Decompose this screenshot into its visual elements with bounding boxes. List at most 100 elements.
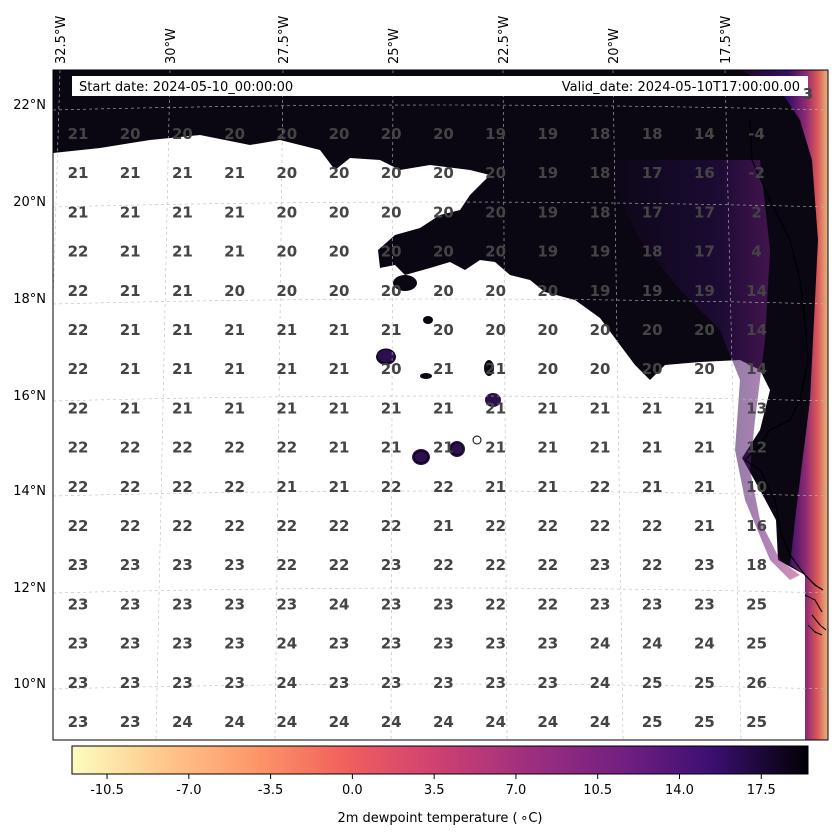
grid-value: 19	[537, 164, 558, 182]
colorbar-tick-label: 10.5	[583, 783, 612, 798]
grid-value: 23	[276, 595, 297, 613]
latitude-labels: 22°N 20°N 18°N 16°N 14°N 12°N 10°N	[13, 98, 46, 692]
colorbar-tick-label: -10.5	[90, 783, 124, 798]
grid-value: 21	[120, 203, 141, 221]
grid-value: 23	[120, 595, 141, 613]
grid-value: 22	[329, 517, 350, 535]
grid-value: 21	[642, 399, 663, 417]
grid-value: 22	[68, 399, 89, 417]
dark-field-shape	[53, 70, 828, 740]
grid-value: 21	[537, 478, 558, 496]
meridian-line	[53, 70, 61, 315]
grid-value: 13	[746, 399, 767, 417]
grid-value: 21	[224, 164, 245, 182]
coastline	[743, 119, 824, 591]
grid-value: 22	[642, 517, 663, 535]
grid-value: 21	[172, 203, 193, 221]
grid-value: 20	[537, 321, 558, 339]
grid-value: 21	[433, 439, 454, 457]
grid-value: 21	[172, 321, 193, 339]
grid-value: 22	[68, 360, 89, 378]
grid-value: 24	[433, 713, 454, 731]
colorbar-tick-label: -3.5	[258, 783, 283, 798]
grid-value: 22	[485, 595, 506, 613]
grid-value: 20	[276, 164, 297, 182]
grid-value: 20	[485, 282, 506, 300]
grid-value: 23	[433, 674, 454, 692]
grid-value: 20	[276, 243, 297, 261]
grid-value: 21	[276, 321, 297, 339]
grid-value: 23	[120, 713, 141, 731]
grid-value: 20	[590, 360, 611, 378]
grid-value: 24	[172, 713, 193, 731]
grid-value: 22	[172, 439, 193, 457]
colorbar-tick-label: -7.0	[176, 783, 201, 798]
grid-value: 17	[694, 243, 715, 261]
grid-value: 24	[590, 674, 611, 692]
grid-values: 21 20 20 20 20 20 20 20 19 19 18 18 14 -4 21 21 21 21 20 20…	[68, 125, 767, 731]
grid-value: 24	[381, 713, 402, 731]
latitude-label: 18°N	[13, 292, 46, 307]
grid-value: 21	[120, 164, 141, 182]
grid-value: 23	[224, 595, 245, 613]
grid-value: 22	[224, 478, 245, 496]
grid-value: 18	[590, 203, 611, 221]
grid-value: 21	[485, 478, 506, 496]
grid-value: 23	[537, 635, 558, 653]
grid-value: 21	[537, 439, 558, 457]
grid-value: 22	[329, 556, 350, 574]
grid-value: 22	[590, 517, 611, 535]
grid-value: 19	[537, 203, 558, 221]
grid-value: 21	[276, 399, 297, 417]
grid-value: 25	[746, 635, 767, 653]
latitude-label: 14°N	[13, 484, 46, 499]
start-date: Start date: 2024-05-10_00:00:00	[79, 80, 293, 95]
grid-value: 20	[642, 321, 663, 339]
grid-value: 22	[224, 439, 245, 457]
grid-value: 21	[590, 439, 611, 457]
grid-value: 20	[433, 125, 454, 143]
meridian-line	[390, 70, 394, 740]
longitude-labels: 32.5°W 30°W 27.5°W 25°W 22.5°W 20°W 17.5°W	[54, 16, 734, 64]
grid-value: 22	[537, 556, 558, 574]
grid-value: 21	[276, 360, 297, 378]
island-blob	[485, 240, 505, 256]
grid-value: 23	[224, 556, 245, 574]
header-box	[72, 76, 808, 96]
colorbar-gradient	[71, 745, 809, 775]
colorbar: -10.5 -7.0 -3.5 0.0 3.5 7.0 10.5 14.0 17.5 2m de…	[71, 745, 809, 826]
grid-value: 19	[485, 125, 506, 143]
grid-value: 20	[590, 321, 611, 339]
grid-value: 21	[329, 321, 350, 339]
grid-value: 20	[537, 282, 558, 300]
grid-value: 21	[120, 399, 141, 417]
grid-value: 22	[68, 478, 89, 496]
grid-value: 23	[68, 556, 89, 574]
grid-value: 22	[433, 556, 454, 574]
grid-value: 22	[433, 478, 454, 496]
parallel-line	[53, 587, 828, 594]
grid-value: 23	[68, 595, 89, 613]
grid-value: 25	[694, 713, 715, 731]
grid-value: 24	[329, 713, 350, 731]
grid-value: 17	[642, 164, 663, 182]
meridian-line	[724, 70, 742, 740]
grid-value: 20	[537, 360, 558, 378]
island-blob	[485, 393, 501, 407]
longitude-label: 22.5°W	[497, 16, 512, 64]
grid-value: 23	[172, 556, 193, 574]
grid-value: 21	[120, 360, 141, 378]
grid-value: 22	[68, 439, 89, 457]
grid-value: 20	[224, 282, 245, 300]
grid-value: 21	[276, 478, 297, 496]
grid-value: 21	[485, 399, 506, 417]
grid-value: 25	[642, 713, 663, 731]
colorbar-tick-label: 14.0	[665, 783, 694, 798]
grid-value: 23	[590, 595, 611, 613]
grid-value: 14	[694, 125, 715, 143]
grid-value: 22	[120, 439, 141, 457]
grid-value: 23	[120, 556, 141, 574]
grid-value: 22	[68, 517, 89, 535]
parallel-line	[53, 395, 828, 402]
